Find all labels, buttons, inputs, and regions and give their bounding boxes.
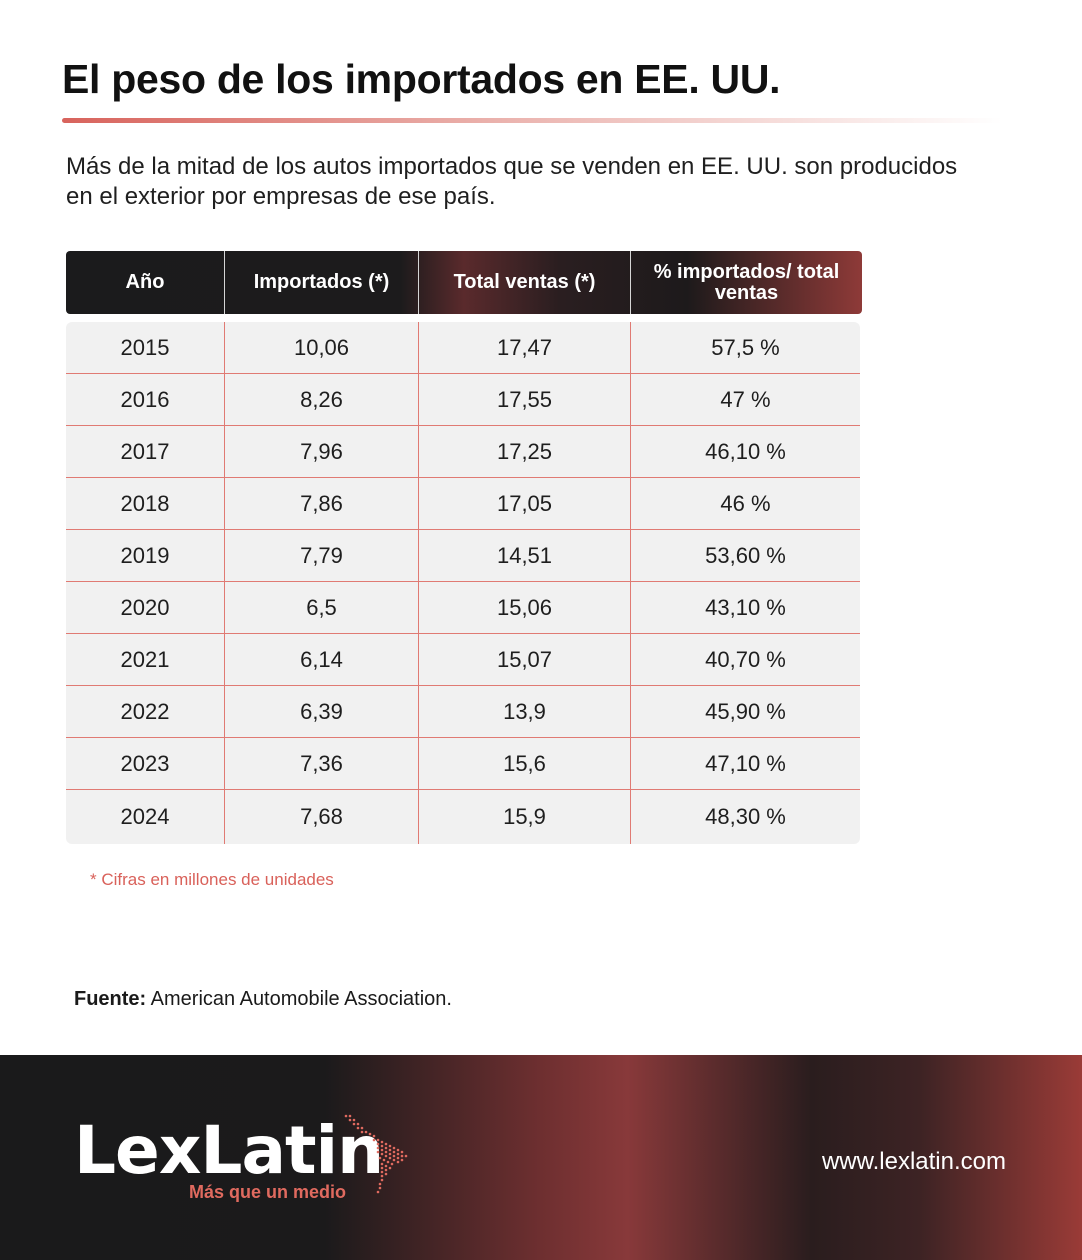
- cell-year: 2017: [66, 426, 225, 477]
- cell-year: 2016: [66, 374, 225, 425]
- cell-year: 2020: [66, 582, 225, 633]
- latin-america-dot-map-icon: [344, 1114, 408, 1194]
- cell-year: 2018: [66, 478, 225, 529]
- cell-total-sales: 15,06: [419, 582, 631, 633]
- cell-total-sales: 15,6: [419, 738, 631, 789]
- source-text: American Automobile Association.: [146, 988, 452, 1010]
- cell-total-sales: 17,05: [419, 478, 631, 529]
- cell-total-sales: 14,51: [419, 530, 631, 581]
- footnote: * Cifras en millones de unidades: [90, 870, 334, 889]
- cell-imports: 7,96: [225, 426, 419, 477]
- cell-imports: 10,06: [225, 322, 419, 373]
- cell-import-share: 45,90 %: [705, 698, 786, 724]
- header-import-share: % importados/ total ventas: [653, 260, 840, 304]
- cell-imports: 7,86: [225, 478, 419, 529]
- header-year: Año: [66, 251, 225, 314]
- logo-wordmark: LexLatin: [74, 1112, 384, 1189]
- table-header: Año Importados (*) Total ventas (*) % im…: [66, 251, 862, 314]
- cell-import-share: 47 %: [720, 386, 771, 412]
- table-row: 2024 7,68 15,9 48,30 %: [66, 790, 860, 844]
- cell-imports: 7,79: [225, 530, 419, 581]
- table-row: 2022 6,39 13,9 45,90 %: [66, 686, 860, 738]
- cell-imports: 6,14: [225, 634, 419, 685]
- cell-total-sales: 17,25: [419, 426, 631, 477]
- cell-total-sales: 17,55: [419, 374, 631, 425]
- cell-year: 2015: [66, 322, 225, 373]
- cell-import-share: 43,10 %: [705, 594, 786, 620]
- table-row: 2020 6,5 15,06 43,10 %: [66, 582, 860, 634]
- table-row: 2017 7,96 17,25 46,10 %: [66, 426, 860, 478]
- cell-year: 2023: [66, 738, 225, 789]
- cell-year: 2022: [66, 686, 225, 737]
- cell-import-share: 53,60 %: [705, 542, 786, 568]
- cell-year: 2021: [66, 634, 225, 685]
- cell-import-share: 46 %: [720, 490, 771, 516]
- page-subtitle: Más de la mitad de los autos importados …: [66, 153, 958, 210]
- cell-imports: 6,5: [225, 582, 419, 633]
- cell-total-sales: 17,47: [419, 322, 631, 373]
- cell-year: 2024: [66, 790, 225, 844]
- cell-imports: 6,39: [225, 686, 419, 737]
- cell-year: 2019: [66, 530, 225, 581]
- cell-import-share: 40,70 %: [705, 646, 786, 672]
- cell-total-sales: 13,9: [419, 686, 631, 737]
- cell-imports: 7,68: [225, 790, 419, 844]
- cell-import-share: 57,5 %: [711, 334, 780, 360]
- header-total-sales: Total ventas (*): [419, 251, 631, 314]
- table-row: 2023 7,36 15,6 47,10 %: [66, 738, 860, 790]
- logo-tagline: Más que un medio: [189, 1182, 347, 1202]
- footer-banner: [0, 1055, 1082, 1260]
- table-row: 2021 6,14 15,07 40,70 %: [66, 634, 860, 686]
- table-row: 2019 7,79 14,51 53,60 %: [66, 530, 860, 582]
- cell-import-share: 46,10 %: [705, 438, 786, 464]
- cell-imports: 7,36: [225, 738, 419, 789]
- cell-imports: 8,26: [225, 374, 419, 425]
- website-url[interactable]: www.lexlatin.com: [821, 1148, 1006, 1175]
- table-row: 2018 7,86 17,05 46 %: [66, 478, 860, 530]
- cell-import-share: 48,30 %: [705, 804, 786, 829]
- table-body: 2015 10,06 17,47 57,5 % 2016 8,26 17,55 47 % 201…: [66, 322, 860, 844]
- title-underline: [62, 118, 1002, 123]
- source-line: Fuente: American Automobile Association.: [74, 988, 452, 1011]
- cell-total-sales: 15,07: [419, 634, 631, 685]
- cell-total-sales: 15,9: [419, 790, 631, 844]
- header-imports: Importados (*): [225, 251, 419, 314]
- table-row: 2015 10,06 17,47 57,5 %: [66, 322, 860, 374]
- data-table: Año Importados (*) Total ventas (*) % im…: [66, 251, 862, 844]
- lexlatin-logo: LexLatin Más que un medio: [74, 1112, 414, 1208]
- cell-import-share: 47,10 %: [705, 750, 786, 776]
- page-title: El peso de los importados en EE. UU.: [62, 56, 781, 102]
- table-row: 2016 8,26 17,55 47 %: [66, 374, 860, 426]
- source-label: Fuente:: [74, 988, 147, 1010]
